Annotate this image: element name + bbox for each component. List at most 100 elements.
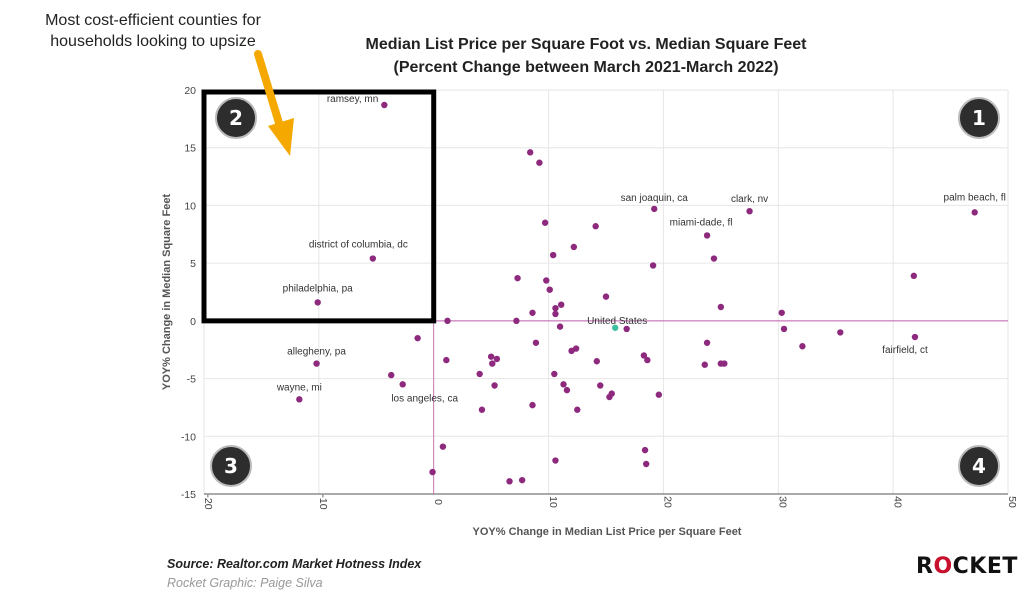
x-tick-label: 30 — [777, 496, 789, 508]
data-point — [414, 334, 421, 342]
data-point — [549, 251, 557, 259]
labeled-point — [703, 232, 711, 239]
logo-part-o: O — [933, 554, 953, 579]
data-point — [701, 361, 708, 368]
logo-part-1: R — [916, 554, 934, 579]
data-point — [532, 339, 540, 346]
data-point — [551, 370, 558, 378]
data-point — [640, 352, 648, 359]
y-tick-label: 5 — [190, 258, 196, 270]
labeled-point — [296, 396, 303, 403]
quadrant-number-1: 1 — [972, 106, 986, 130]
arrow-shaft — [254, 50, 283, 127]
data-point — [506, 478, 513, 485]
data-point — [568, 347, 575, 355]
data-point — [493, 355, 501, 363]
point-label: allegheny, pa — [287, 347, 346, 358]
point-label: United States — [587, 316, 647, 327]
highlight-box — [201, 89, 437, 324]
data-point — [541, 219, 549, 226]
point-label: philadelphia, pa — [283, 283, 353, 294]
data-point — [443, 356, 450, 364]
x-tick-label: 0 — [432, 499, 444, 505]
chart-title-line-1: Median List Price per Square Foot vs. Me… — [366, 36, 808, 53]
data-point — [543, 277, 550, 284]
quadrant-badge-3 — [210, 445, 252, 487]
data-point — [552, 304, 559, 312]
y-tick-label: 20 — [184, 85, 196, 97]
rocket-logo: ROCKET — [916, 554, 1018, 579]
point-label: clark, nv — [731, 194, 768, 205]
data-point — [518, 476, 526, 484]
x-tick-label: 20 — [662, 496, 674, 508]
data-point — [717, 303, 725, 311]
data-point — [592, 223, 599, 230]
labeled-point — [746, 208, 753, 215]
y-tick-label: 15 — [184, 143, 196, 155]
x-tick-label: 50 — [1006, 496, 1018, 508]
x-tick-label: 40 — [891, 496, 903, 508]
data-point — [491, 382, 498, 389]
labeled-point — [399, 381, 406, 388]
y-tick-label: -5 — [187, 374, 196, 386]
labeled-point — [313, 360, 320, 367]
data-point — [388, 371, 395, 379]
point-labels: ramsey, mn district of columbia, dc philad… — [276, 94, 1006, 404]
data-point — [910, 272, 918, 280]
labeled-point — [381, 101, 388, 109]
point-label: los angeles, ca — [391, 393, 458, 404]
data-point — [602, 293, 610, 300]
x-tick-label: -10 — [317, 494, 329, 509]
y-axis-title: YOY% Change in Median Square Feet — [161, 194, 173, 391]
data-point — [623, 325, 630, 333]
quadrant-badge-4 — [958, 445, 1000, 487]
data-point — [513, 317, 520, 325]
callout-text: Most cost-efficient counties for househo… — [45, 12, 261, 50]
data-point — [529, 401, 536, 409]
data-point — [439, 443, 447, 450]
data-point — [476, 370, 483, 378]
quadrant-number-3: 3 — [224, 454, 238, 478]
source-text: Source: Realtor.com Market Hotness Index — [167, 557, 422, 571]
data-point — [529, 309, 536, 316]
data-point — [429, 468, 436, 476]
data-points — [296, 101, 978, 485]
labeled-point — [651, 205, 658, 213]
point-label: wayne, mi — [276, 382, 322, 393]
data-point — [560, 381, 567, 388]
point-label: ramsey, mn — [327, 94, 379, 105]
data-point — [558, 301, 565, 308]
data-point — [597, 382, 604, 389]
point-label: miami-dade, fl — [670, 217, 733, 228]
data-point — [641, 446, 649, 454]
y-tick-label: -15 — [181, 489, 196, 501]
quadrant-number-2: 2 — [229, 106, 243, 130]
data-point — [649, 262, 657, 269]
quadrant-badge-2 — [215, 97, 257, 139]
data-point — [703, 339, 711, 346]
y-tick-label: -10 — [181, 431, 196, 443]
data-point — [593, 358, 601, 365]
labeled-point — [369, 255, 377, 262]
x-tick-label: -20 — [202, 494, 214, 509]
point-label: district of columbia, dc — [309, 240, 408, 251]
labeled-point — [314, 299, 321, 306]
data-point — [837, 329, 844, 336]
point-label: palm beach, fl — [944, 192, 1006, 203]
data-point — [514, 274, 521, 282]
point-label: fairfield, ct — [882, 345, 928, 356]
data-point — [526, 149, 534, 156]
arrow-head — [268, 118, 294, 156]
y-tick-label: 0 — [190, 316, 196, 328]
callout-arrow — [254, 50, 294, 156]
data-point — [552, 310, 559, 318]
point-label: san joaquin, ca — [621, 193, 689, 204]
quadrant-badge-1 — [958, 97, 1000, 139]
tick-labels: -20 -10 0 10 20 30 40 50 -15 -10 -5 0 5 10 15 20 — [181, 85, 1018, 510]
chart-title-line-2: (Percent Change between March 2021-March… — [393, 59, 778, 76]
x-tick-label: 10 — [547, 496, 559, 508]
data-point — [489, 360, 496, 367]
data-point — [444, 317, 451, 325]
data-point — [606, 393, 613, 401]
